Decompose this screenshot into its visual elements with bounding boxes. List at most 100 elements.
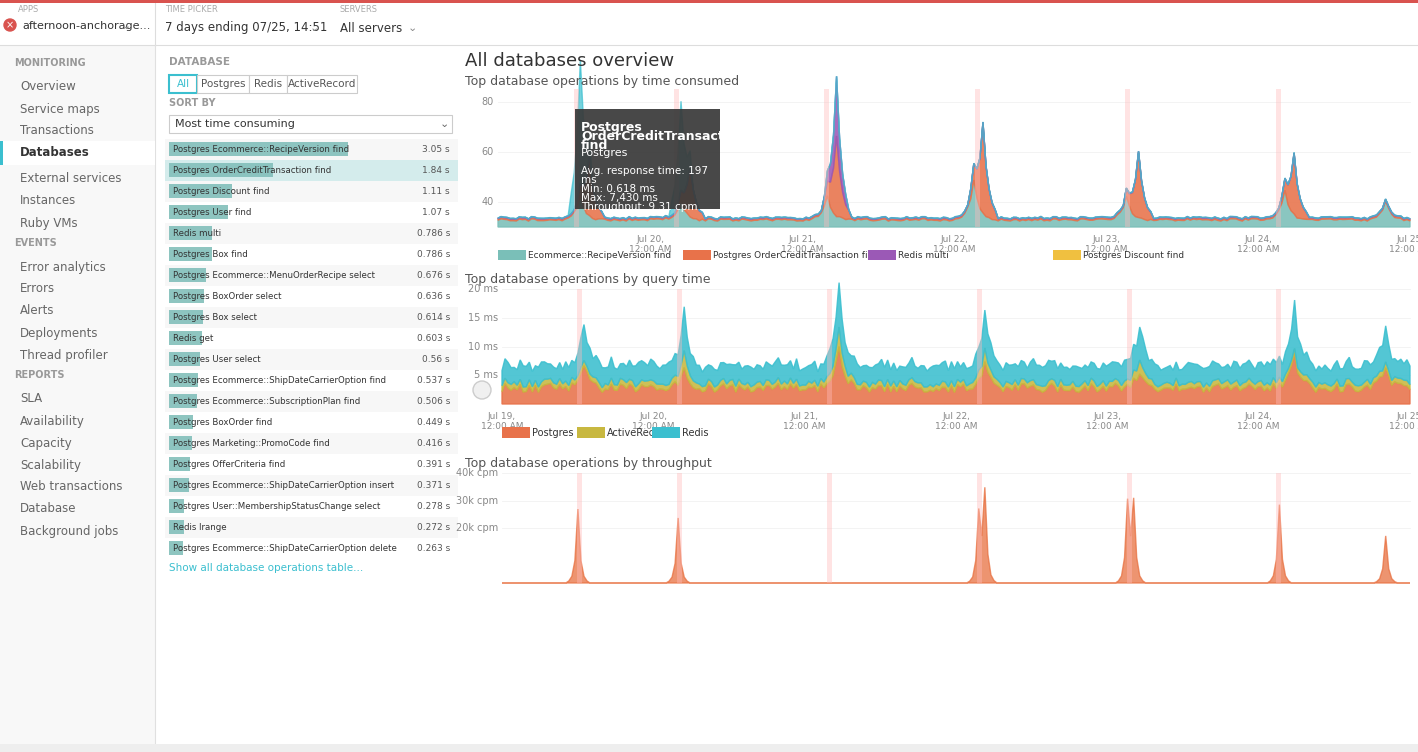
Bar [169,457,190,471]
Text: ActiveRecord: ActiveRecord [607,428,671,438]
Bar [169,394,197,408]
Bar [576,109,720,209]
Bar [1054,250,1081,260]
Bar [652,427,681,438]
Bar [169,478,190,492]
Bar [164,223,458,244]
Text: 12:00 AM: 12:00 AM [933,245,976,254]
Bar [164,475,458,496]
Text: EVENTS: EVENTS [14,238,57,248]
Text: All servers: All servers [340,22,403,35]
Text: Jul 21,: Jul 21, [791,412,818,421]
Text: 10 ms: 10 ms [468,341,498,351]
Bar [164,433,458,454]
Bar [169,75,197,93]
Text: 0.603 s: 0.603 s [417,334,450,343]
Text: 12:00 AM: 12:00 AM [934,422,977,431]
Bar [169,247,211,261]
Text: ⌄: ⌄ [440,119,450,129]
Text: 0.371 s: 0.371 s [417,481,450,490]
Text: 0.449 s: 0.449 s [417,418,450,427]
Text: Most time consuming: Most time consuming [174,119,295,129]
Bar [0,141,155,165]
Text: Instances: Instances [20,195,77,208]
Polygon shape [502,283,1409,388]
Text: Postgres User find: Postgres User find [173,208,251,217]
Text: Show all database operations table...: Show all database operations table... [169,563,363,573]
Bar [164,349,458,370]
Text: All databases overview: All databases overview [465,52,674,70]
Bar [676,289,682,404]
Text: 0.278 s: 0.278 s [417,502,450,511]
Text: Redis multi: Redis multi [898,250,949,259]
Text: Postgres BoxOrder select: Postgres BoxOrder select [173,292,282,301]
Text: Postgres Ecommerce::ShipDateCarrierOption find: Postgres Ecommerce::ShipDateCarrierOptio… [173,376,386,385]
Bar [286,75,357,93]
Text: 12:00 AM: 12:00 AM [1085,245,1127,254]
Text: Redis: Redis [254,79,282,89]
Text: 12:00 AM: 12:00 AM [781,245,824,254]
Text: 3.05 s: 3.05 s [423,145,450,154]
Text: Ruby VMs: Ruby VMs [20,217,78,229]
Text: Postgres OfferCriteria find: Postgres OfferCriteria find [173,460,285,469]
Bar [1276,89,1280,227]
Bar [676,473,682,583]
Text: ⌄: ⌄ [408,23,417,33]
Text: SORT BY: SORT BY [169,98,216,108]
Text: Redis lrange: Redis lrange [173,523,227,532]
Text: Jul 25,: Jul 25, [1395,235,1418,244]
Text: 40k cpm: 40k cpm [455,468,498,478]
Text: 0.391 s: 0.391 s [417,460,450,469]
Text: ⌄: ⌄ [311,23,319,33]
Text: MONITORING: MONITORING [14,58,85,68]
Text: 0.263 s: 0.263 s [417,544,450,553]
Text: Top database operations by throughput: Top database operations by throughput [465,457,712,471]
Text: Top database operations by time consumed: Top database operations by time consumed [465,75,739,89]
Bar [577,427,605,438]
Text: Postgres Ecommerce::SubscriptionPlan find: Postgres Ecommerce::SubscriptionPlan fin… [173,397,360,406]
Text: Postgres Ecommerce::MenuOrderRecipe select: Postgres Ecommerce::MenuOrderRecipe sele… [173,271,374,280]
Text: Databases: Databases [20,147,89,159]
Text: ActiveRecord: ActiveRecord [288,79,356,89]
Text: Postgres: Postgres [532,428,573,438]
Bar [827,473,832,583]
Text: Jul 19,: Jul 19, [488,412,516,421]
Bar [977,473,981,583]
Bar [164,412,458,433]
Text: 0.614 s: 0.614 s [417,313,450,322]
Text: 0.676 s: 0.676 s [417,271,450,280]
Text: 0.56 s: 0.56 s [423,355,450,364]
Bar [169,226,211,240]
Bar [169,520,184,534]
Bar [169,115,452,133]
Text: 12:00 AM: 12:00 AM [1388,422,1418,431]
Text: Avg. response time: 197: Avg. response time: 197 [581,166,708,176]
Text: 0.786 s: 0.786 s [417,250,450,259]
Text: 12:00 AM: 12:00 AM [1236,245,1279,254]
Text: Throughput: 9.31 cpm: Throughput: 9.31 cpm [581,202,698,212]
Text: Postgres BoxOrder find: Postgres BoxOrder find [173,418,272,427]
Text: 80: 80 [482,96,493,107]
Text: 60: 60 [482,147,493,156]
Bar [169,205,228,219]
Bar [974,89,980,227]
Bar [197,75,250,93]
Bar [164,454,458,475]
Text: afternoon-anchorage...: afternoon-anchorage... [23,21,150,31]
Bar [164,286,458,307]
Text: 30k cpm: 30k cpm [455,496,498,505]
Polygon shape [502,327,1409,393]
Bar [169,289,204,303]
Bar [169,499,184,513]
Text: 40: 40 [482,197,493,207]
Text: Alerts: Alerts [20,305,54,317]
Text: 12:00 AM: 12:00 AM [783,422,825,431]
Bar [1126,289,1132,404]
Text: Redis: Redis [682,428,709,438]
Text: 0.272 s: 0.272 s [417,523,450,532]
Text: APPS: APPS [18,5,40,14]
Text: TIME PICKER: TIME PICKER [164,5,218,14]
Text: 20 ms: 20 ms [468,284,498,294]
Bar [164,265,458,286]
Bar [1276,473,1282,583]
